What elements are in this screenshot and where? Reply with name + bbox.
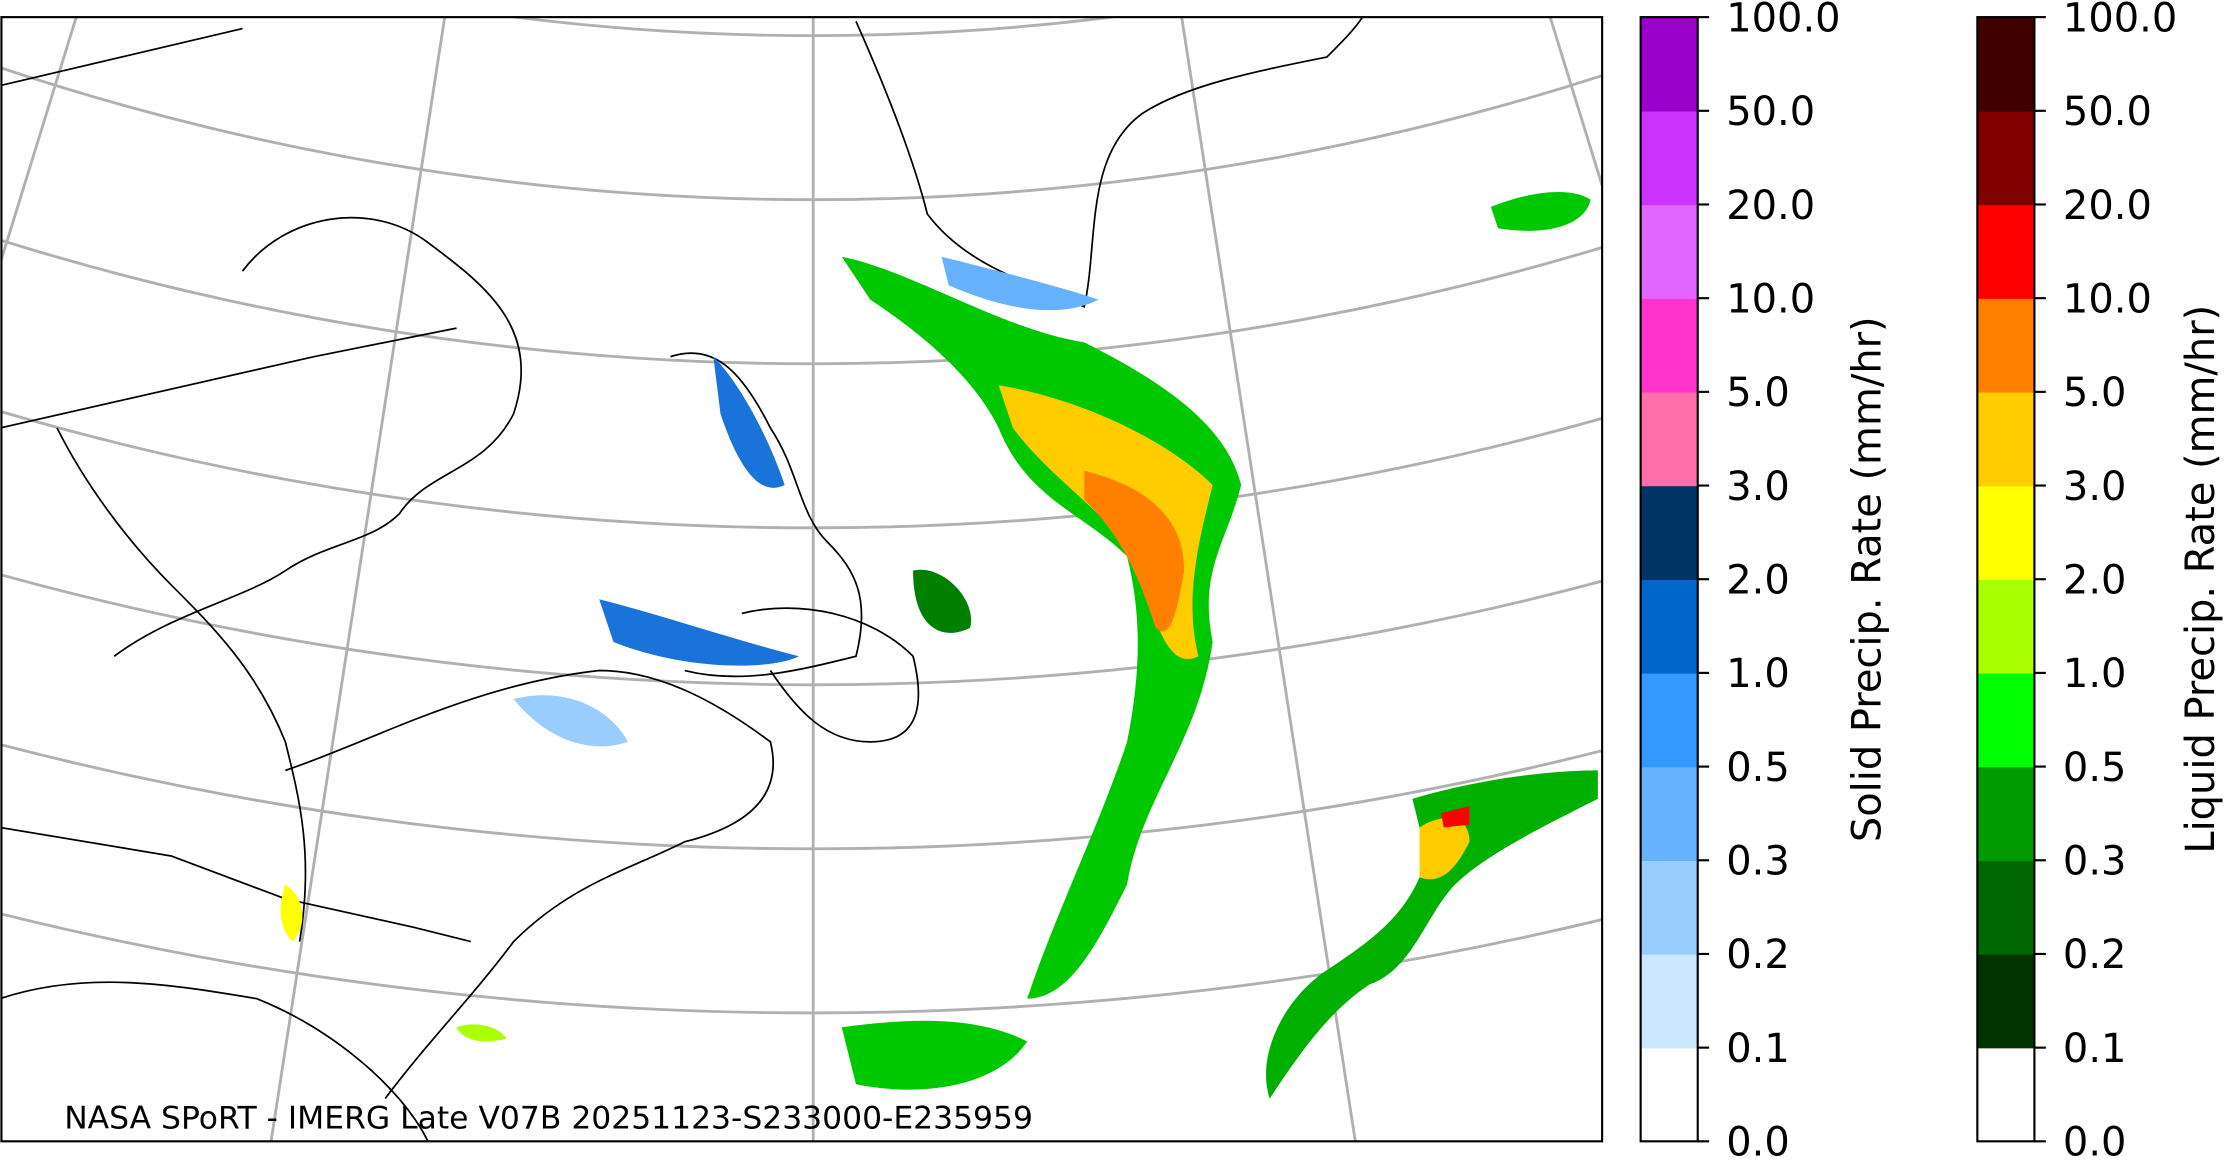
colorbar-bin [1640,110,1698,206]
colorbar-bin [1640,579,1698,674]
colorbar-label: Solid Precip. Rate (mm/hr) [1844,316,1890,842]
map-caption: NASA SPoRT - IMERG Late V07B 20251123-S2… [64,1100,1033,1136]
colorbar-tick-label: 10.0 [1726,276,1815,322]
colorbar: 0.0 0.1 0.2 0.3 0.5 1.0 2.0 3.0 5.0 10.0 20.0 50.0 1… [1639,0,1890,1166]
colorbar-bin [1977,298,2035,393]
colorbar-bin [1640,1047,1698,1143]
colorbar-tick-label: 0.0 [1726,1120,1790,1166]
colorbar-tick-label: 2.0 [1726,557,1790,603]
colorbar-tick-label: 0.2 [2063,932,2127,978]
colorbar-bin [1977,766,2035,861]
colorbar-tick-label: 1.0 [2063,651,2127,697]
colorbar-bin [1640,485,1698,580]
colorbar-bin [1977,672,2035,768]
colorbar-tick-label: 100.0 [2063,0,2177,41]
coastlines [1,17,1364,1142]
colorbar-tick-label: 0.3 [2063,839,2127,885]
colorbar-bin [1977,17,2035,112]
colorbar-tick-label: 5.0 [1726,370,1790,416]
colorbar-bin [1640,860,1698,955]
colorbar-tick-label: 50.0 [1726,89,1815,135]
meridian [1,17,78,265]
colorbar-bin [1640,298,1698,393]
colorbar-bin [1977,485,2035,580]
colorbar-label: Liquid Precip. Rate (mm/hr) [2178,305,2224,854]
colorbar-tick-label: 2.0 [2063,557,2127,603]
colorbar-tick-label: 0.3 [1726,839,1790,885]
colorbar-tick-label: 0.5 [2063,745,2127,791]
colorbar-tick-label: 3.0 [2063,464,2127,510]
colorbar-tick-label: 10.0 [2063,276,2152,322]
precipitation [280,191,1598,1099]
colorbar-tick-label: 0.1 [1726,1026,1790,1072]
colorbar-tick-label: 100.0 [1726,0,1840,41]
colorbar-bin [1977,110,2035,206]
colorbar-bin [1977,860,2035,955]
graticule [1,17,1603,1142]
meridian [1180,17,1357,1142]
colorbar-tick-label: 50.0 [2063,89,2152,135]
colorbar-bin [1977,953,2035,1049]
colorbar-tick-label: 0.0 [2063,1120,2127,1166]
colorbar-tick-label: 0.2 [1726,932,1790,978]
colorbar-tick-label: 0.1 [2063,1026,2127,1072]
map-frame [0,16,1604,1143]
colorbar-tick-label: 3.0 [1726,464,1790,510]
colorbar-bin [1640,17,1698,112]
colorbar-tick-label: 20.0 [1726,183,1815,229]
colorbar-bin [1977,579,2035,674]
colorbar-bin [1640,672,1698,768]
colorbar-bin [1640,766,1698,861]
colorbar-bin [1640,953,1698,1049]
meridian [269,17,447,1142]
colorbar-bin [1977,204,2035,299]
colorbar-bin [1640,204,1698,299]
colorbar-bin [1977,391,2035,487]
colorbar-tick-label: 5.0 [2063,370,2127,416]
colorbar-bin [1977,1047,2035,1143]
colorbar-tick-label: 1.0 [1726,651,1790,697]
colorbar-tick-label: 0.5 [1726,745,1790,791]
colorbar: 0.0 0.1 0.2 0.3 0.5 1.0 2.0 3.0 5.0 10.0 20.0 50.0 1… [1976,0,2224,1166]
map: NASA SPoRT - IMERG Late V07B 20251123-S2… [1,17,1603,1142]
colorbar-tick-label: 20.0 [2063,183,2152,229]
colorbar-bin [1640,391,1698,487]
